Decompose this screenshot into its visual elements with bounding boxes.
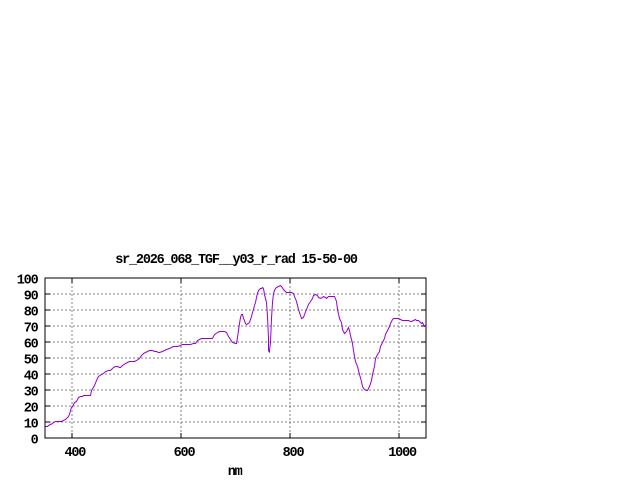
svg-text:nm: nm	[228, 465, 243, 480]
svg-text:40: 40	[24, 369, 39, 384]
svg-text:0: 0	[31, 433, 39, 448]
svg-text:80: 80	[24, 305, 39, 320]
svg-text:10: 10	[24, 417, 39, 432]
svg-text:60: 60	[24, 337, 39, 352]
svg-text:600: 600	[174, 446, 196, 461]
svg-text:100: 100	[17, 273, 39, 288]
svg-text:20: 20	[24, 401, 39, 416]
svg-text:800: 800	[283, 446, 305, 461]
svg-text:70: 70	[24, 321, 39, 336]
svg-text:30: 30	[24, 385, 39, 400]
svg-text:1000: 1000	[388, 446, 417, 461]
svg-text:400: 400	[64, 446, 86, 461]
svg-text:50: 50	[24, 353, 39, 368]
svg-text:90: 90	[24, 289, 39, 304]
svg-text:sr_2026_068_TGF__y03_r_rad 15-: sr_2026_068_TGF__y03_r_rad 15-50-00	[115, 253, 358, 268]
